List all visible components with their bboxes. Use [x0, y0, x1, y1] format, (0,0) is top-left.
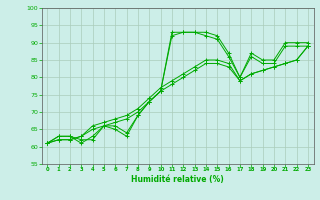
X-axis label: Humidité relative (%): Humidité relative (%) — [131, 175, 224, 184]
